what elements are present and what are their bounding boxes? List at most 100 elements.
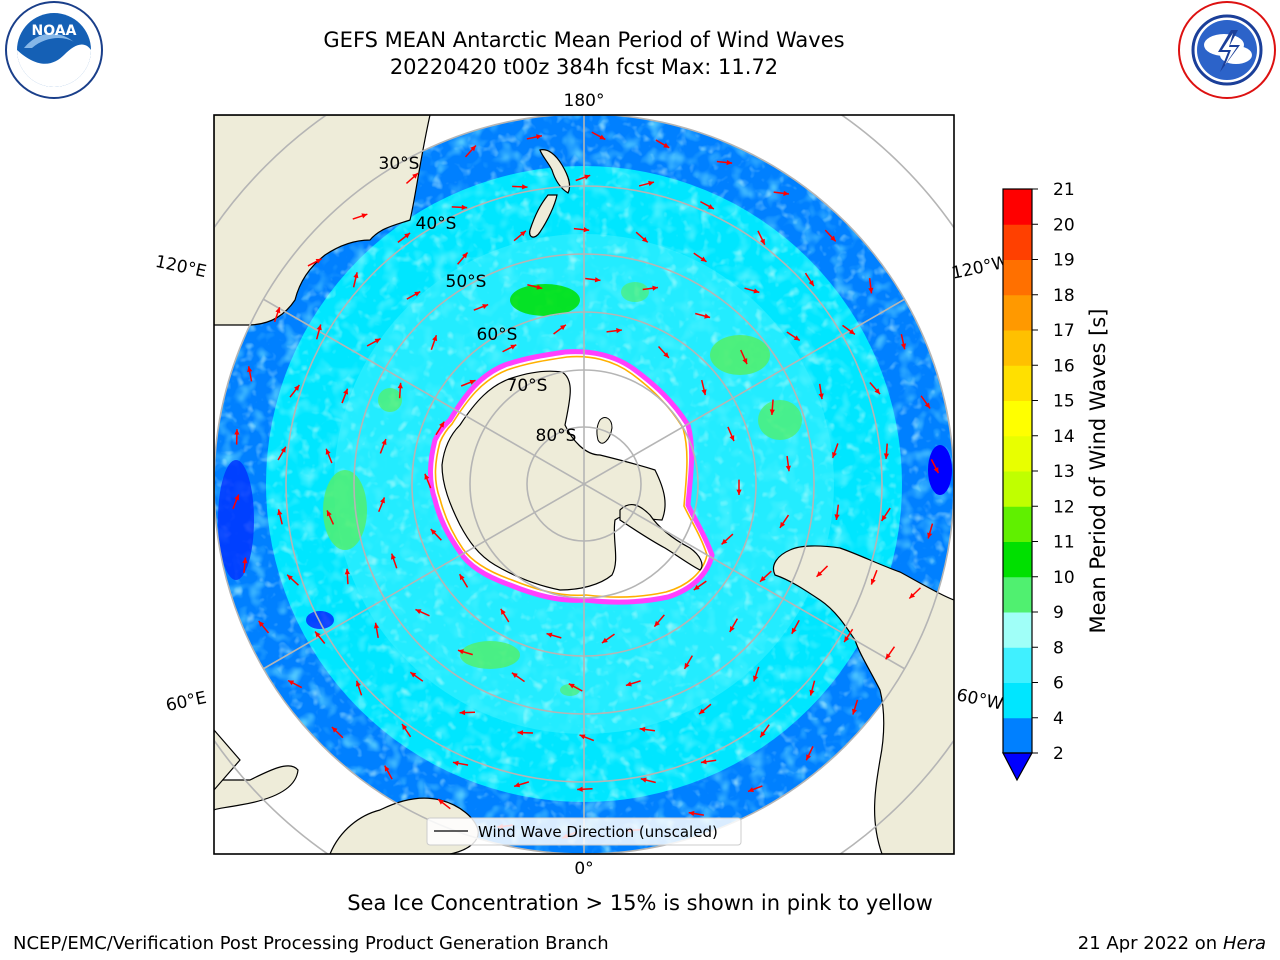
wind-wave-arrow xyxy=(512,184,528,190)
wind-wave-arrow xyxy=(473,303,489,311)
wind-wave-arrow xyxy=(234,429,240,445)
wind-wave-arrow xyxy=(460,379,476,387)
sea-ice-note: Sea Ice Concentration > 15% is shown in … xyxy=(347,891,933,915)
wind-wave-arrow xyxy=(452,760,469,766)
wind-wave-arrow xyxy=(883,443,890,460)
wind-wave-arrow xyxy=(464,144,477,158)
wind-wave-arrow xyxy=(390,553,398,569)
wind-wave-arrow xyxy=(315,324,322,340)
wind-wave-arrow xyxy=(458,573,469,588)
wind-wave-arrow xyxy=(851,699,859,715)
wind-wave-arrow xyxy=(585,277,601,283)
noaa-logo-text: NOAA xyxy=(32,23,77,39)
wind-wave-arrow xyxy=(700,200,715,210)
wind-wave-arrow xyxy=(657,346,670,359)
map-frame xyxy=(213,114,955,855)
wind-wave-arrow xyxy=(831,443,839,459)
wind-wave-arrow xyxy=(695,312,711,319)
wind-wave-arrow xyxy=(757,230,766,246)
wind-wave-arrow xyxy=(842,324,856,336)
wind-wave-arrow xyxy=(716,159,733,166)
wind-wave-arrow xyxy=(805,746,814,761)
wind-wave-arrow xyxy=(868,278,874,294)
lon-label-180: 180° xyxy=(564,91,605,111)
wind-wave-arrow xyxy=(601,633,615,644)
land-south-america xyxy=(772,545,954,854)
wind-wave-arrow xyxy=(314,631,326,644)
wind-wave-arrow xyxy=(700,759,717,765)
noaa-logo: NOAA xyxy=(5,1,103,99)
chart-subtitle: 20220420 t00z 384h fcst Max: 11.72 xyxy=(389,55,779,79)
wind-wave-arrow xyxy=(573,227,590,233)
land-africa xyxy=(214,765,299,811)
wind-wave-arrow xyxy=(930,459,940,474)
wind-wave-arrow xyxy=(457,649,473,656)
wind-wave-arrow xyxy=(286,574,299,586)
wind-wave-arrow xyxy=(816,565,829,578)
map-legend: Wind Wave Direction (unscaled) xyxy=(426,817,742,846)
run-date-text: 21 Apr 2022 on xyxy=(1077,933,1223,954)
wind-wave-arrow xyxy=(698,703,712,715)
national-weather-service-logo xyxy=(1178,1,1276,99)
wind-wave-arrow xyxy=(568,683,583,692)
wind-wave-arrow xyxy=(366,337,381,347)
wind-wave-arrow xyxy=(546,632,562,639)
wind-wave-arrow xyxy=(869,382,881,395)
wind-wave-arrow xyxy=(655,139,670,149)
wind-wave-arrow xyxy=(606,328,622,334)
wind-wave-arrow xyxy=(744,287,760,294)
wind-wave-arrow xyxy=(457,252,469,265)
wind-wave-arrow xyxy=(397,232,411,243)
wind-wave-arrow xyxy=(729,618,739,633)
wind-wave-arrow xyxy=(331,726,344,739)
wind-wave-arrow xyxy=(740,349,748,365)
legend-label: Wind Wave Direction (unscaled) xyxy=(478,823,718,841)
wind-wave-arrow xyxy=(378,497,386,513)
wind-wave-arrow xyxy=(683,655,693,670)
wind-wave-arrow xyxy=(779,514,790,529)
chart-title: GEFS MEAN Antarctic Mean Period of Wind … xyxy=(323,28,845,52)
wind-wave-arrow xyxy=(553,324,567,335)
wind-wave-arrow xyxy=(437,798,451,810)
wind-wave-arrow xyxy=(513,230,527,242)
wind-wave-arrow xyxy=(527,284,543,290)
lon-label-60w: 60°W xyxy=(955,685,1005,714)
wind-wave-arrow xyxy=(885,646,896,660)
wind-wave-arrow xyxy=(277,446,287,461)
lon-label-120e: 120°E xyxy=(153,252,208,282)
wind-wave-arrow xyxy=(773,190,790,196)
lon-label-120w: 120°W xyxy=(950,252,1011,284)
wind-wave-arrow xyxy=(289,384,300,398)
wind-wave-arrow xyxy=(273,307,281,323)
wind-wave-arrow xyxy=(824,229,837,242)
wind-wave-arrow xyxy=(653,614,665,628)
wind-wave-arrow xyxy=(870,569,878,585)
wind-wave-arrow xyxy=(753,666,760,682)
wind-wave-arrow xyxy=(791,619,800,635)
wind-wave-arrow xyxy=(818,383,824,400)
wind-wave-arrow xyxy=(287,679,303,689)
wind-wave-arrow xyxy=(843,628,854,643)
wind-wave-arrow xyxy=(307,258,322,267)
lat-label-80s: 80°S xyxy=(536,426,577,446)
wind-wave-arrow xyxy=(502,344,517,353)
wind-wave-arrow xyxy=(736,479,742,495)
wind-wave-arrow xyxy=(401,723,412,738)
wind-wave-arrow xyxy=(373,622,380,639)
wind-wave-arrow xyxy=(786,331,801,342)
land-new-zealand-north xyxy=(539,149,571,194)
wind-wave-arrow xyxy=(435,421,445,436)
wind-wave-arrow xyxy=(341,388,349,404)
lon-label-0: 0° xyxy=(574,859,593,879)
land-new-zealand-south xyxy=(529,194,558,238)
run-host: Hera xyxy=(1222,933,1266,954)
wind-wave-arrow xyxy=(352,213,368,220)
wind-wave-arrow xyxy=(759,724,770,738)
wind-wave-arrow xyxy=(451,204,468,210)
meridian-60e-120w xyxy=(262,298,906,670)
wind-wave-arrow xyxy=(579,734,595,742)
wind-wave-arrow xyxy=(405,172,419,184)
wind-wave-arrow xyxy=(575,174,591,182)
wind-wave-arrow xyxy=(640,777,656,784)
